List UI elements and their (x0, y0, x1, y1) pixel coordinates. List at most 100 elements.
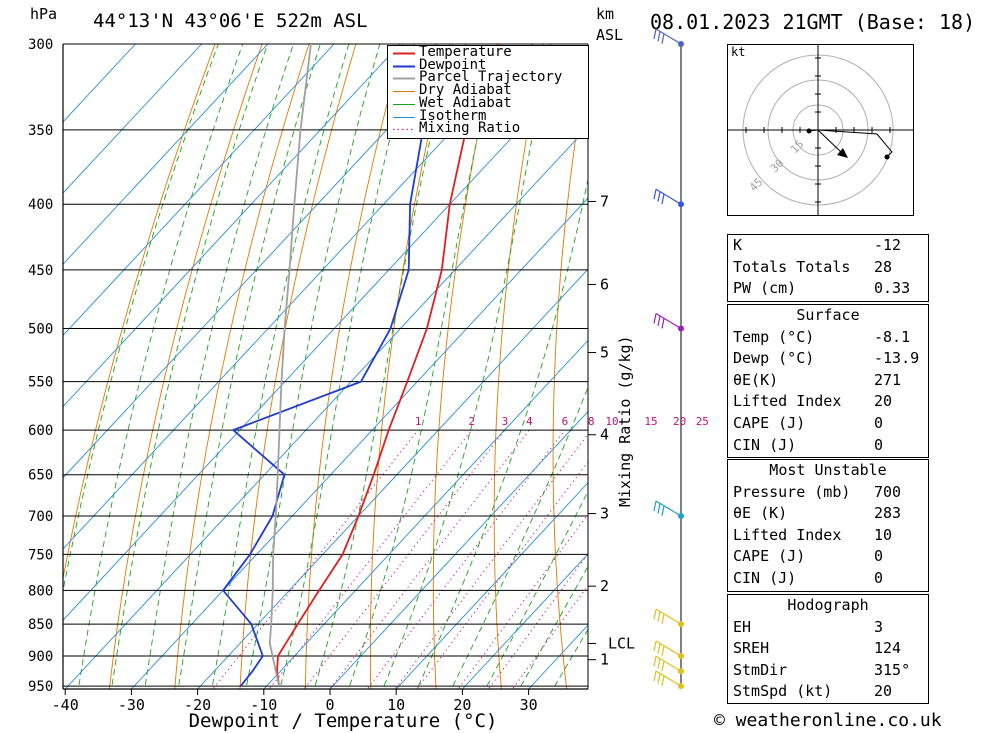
wind-barb-flag (661, 318, 665, 329)
wet-adiabat (77, 44, 244, 689)
x-tick-label: 30 (520, 696, 538, 714)
table-row: PW (cm) 0.33 (728, 278, 928, 300)
x-tick-label: -30 (118, 696, 145, 714)
mixing-ratio-label: 3 (502, 415, 509, 428)
row-key: CIN (J) (733, 435, 797, 454)
table-row: θE (K) 283 (728, 503, 928, 525)
legend-entry: Isotherm (388, 109, 586, 124)
legend-label: Wet Adiabat (419, 94, 512, 111)
row-value: 0 (874, 413, 884, 432)
wind-barb-flag (661, 33, 665, 44)
wet-adiabat (279, 44, 415, 689)
dry-adiabat (919, 37, 1000, 692)
pressure-tick-label: 300 (28, 37, 53, 53)
table-row: CAPE (J) 0 (728, 413, 928, 435)
wind-barb (653, 500, 684, 519)
legend-entry: Dewpoint (388, 58, 586, 73)
hodograph-stats-table: Hodograph EH 3 SREH 124 StmDir 315° StmSpd (kt… (727, 594, 929, 704)
wind-barb-flag (653, 609, 657, 620)
wind-barb-shaft (655, 500, 682, 517)
row-key: θE (K) (733, 504, 788, 523)
surface-title: Surface (796, 306, 860, 324)
row-key: CIN (J) (733, 568, 797, 587)
pressure-tick-label: 950 (28, 679, 53, 695)
row-value: 28 (874, 257, 893, 276)
pressure-tick-label: 700 (28, 509, 53, 525)
row-key: θE(K) (733, 370, 779, 389)
wet-adiabat (144, 44, 294, 689)
most-unstable-table: Most Unstable Pressure (mb) 700 θE (K) 283 L… (727, 459, 929, 592)
wind-barb-flag (657, 643, 661, 654)
row-key: StmDir (733, 660, 788, 679)
wind-barb-shaft (655, 28, 682, 45)
wind-barb (653, 670, 684, 690)
table-row: Dewp (°C) -13.9 (728, 348, 928, 370)
wind-barb-shaft (655, 188, 682, 205)
wind-barb-flag (653, 313, 657, 324)
row-key: CAPE (J) (733, 413, 806, 432)
most-unstable-title: Most Unstable (769, 461, 887, 479)
isotherm (63, 44, 202, 194)
wind-barb-shaft (655, 670, 682, 687)
table-row: Pressure (mb) 700 (728, 482, 928, 504)
table-row: CIN (J) 0 (728, 568, 928, 590)
pressure-tick-label: 750 (28, 547, 53, 563)
km-tick-label: 4 (600, 426, 609, 444)
hodograph-trace (808, 129, 893, 158)
row-value: 271 (874, 370, 902, 389)
table-row: Totals Totals 28 (728, 257, 928, 279)
isotherm (263, 339, 588, 689)
table-row: CIN (J) 0 (728, 435, 928, 457)
wind-barb (653, 313, 684, 332)
x-tick-label: -40 (52, 696, 79, 714)
km-tick-label: 7 (600, 192, 609, 210)
isotherm (63, 55, 588, 621)
wet-adiabat (450, 386, 588, 689)
pressure-tick-label: 500 (28, 322, 53, 338)
row-value: 124 (874, 639, 902, 658)
wind-barb-flag (661, 645, 665, 656)
table-row: K -12 (728, 235, 928, 257)
hodograph-unit: kt (731, 45, 745, 59)
x-tick-label: 20 (453, 696, 471, 714)
mixing-ratio-label: 25 (696, 415, 709, 428)
pressure-tick-label: 650 (28, 468, 53, 484)
isotherm (131, 197, 588, 689)
dry-adiabat (63, 44, 216, 581)
surface-table: Surface Temp (°C) -8.1 Dewp (°C) -13.9 θE(K)… (727, 304, 929, 458)
wind-barb-shaft (655, 655, 682, 672)
wind-barb-flag (657, 315, 661, 327)
row-key: EH (733, 617, 752, 636)
wind-barb-flag (657, 673, 661, 684)
row-value: -13.9 (874, 349, 920, 368)
km-tick-label: 1 (600, 651, 609, 669)
datetime-title: 08.01.2023 21GMT (Base: 18) (650, 10, 976, 34)
table-row: EH 3 (728, 617, 928, 639)
wet-adiabat (211, 44, 350, 689)
isotherm (63, 44, 335, 337)
row-value: 20 (874, 392, 893, 411)
wind-barb-flag (657, 503, 661, 514)
km-unit: km (596, 5, 615, 23)
legend-entry: Dry Adiabat (388, 82, 586, 99)
row-value: 700 (874, 482, 902, 501)
table-row: Lifted Index 10 (728, 525, 928, 547)
pressure-tick-label: 900 (28, 649, 53, 665)
isotherm (462, 553, 588, 689)
series-parcel-trajectory (268, 44, 312, 687)
y-axis-unit: hPa (30, 5, 58, 23)
hodograph-stats-title: Hodograph (787, 596, 869, 614)
isotherm (63, 44, 533, 550)
wind-barb-flag (657, 658, 661, 669)
mixing-ratio-line (394, 433, 588, 689)
km-tick-label: 6 (600, 276, 609, 294)
copyright: © weatheronline.co.uk (714, 710, 942, 731)
km-unit-asl: ASL (596, 26, 624, 44)
table-row: θE(K) 271 (728, 370, 928, 392)
indices-table: K -12 Totals Totals 28 PW (cm) 0.33 (727, 234, 929, 302)
row-key: PW (cm) (733, 279, 797, 298)
legend-label: Dry Adiabat (419, 82, 512, 99)
hodograph-point (806, 128, 812, 134)
